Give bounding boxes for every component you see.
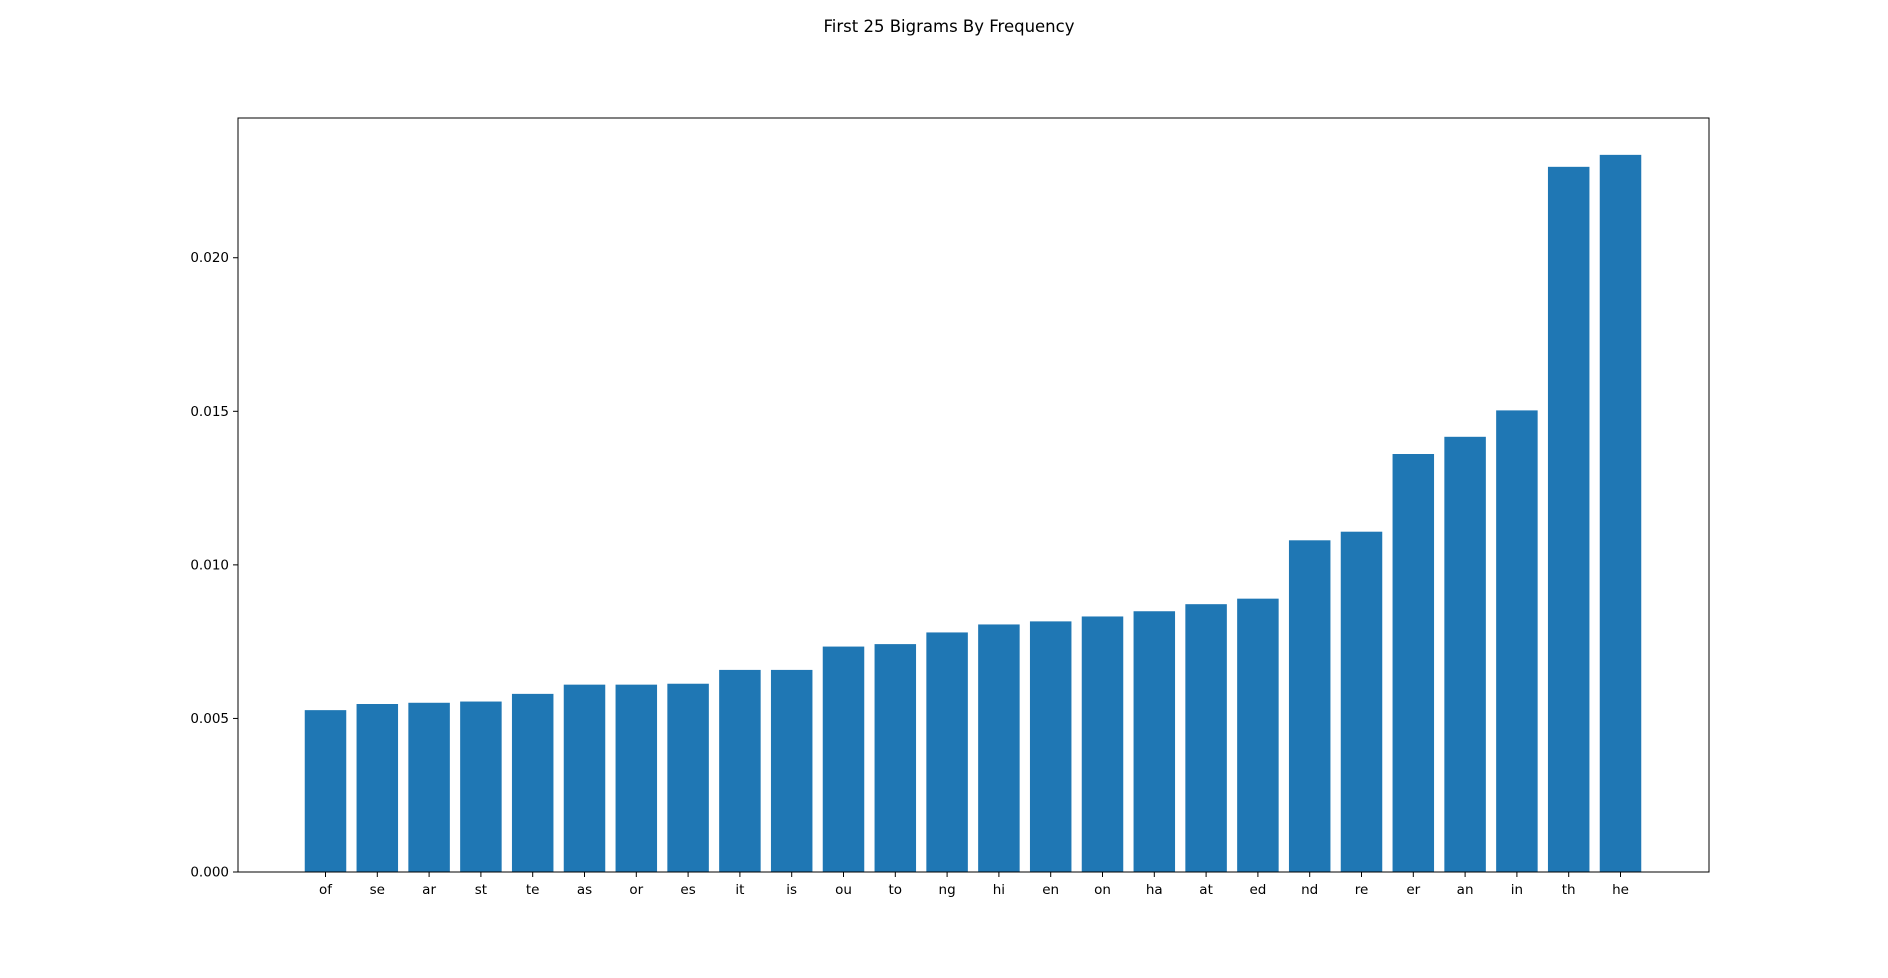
chart-title: First 25 Bigrams By Frequency <box>824 17 1075 36</box>
bar-ar <box>408 702 450 872</box>
x-tick-label-en: en <box>1042 882 1059 898</box>
bar-hi <box>978 624 1020 872</box>
bar-en <box>1029 621 1072 872</box>
x-tick-label-nd: nd <box>1301 882 1318 898</box>
x-tick-label-an: an <box>1457 882 1474 898</box>
x-tick-label-hi: hi <box>993 882 1005 898</box>
bar-ng <box>926 632 968 872</box>
y-tick-label: 0.000 <box>190 865 229 881</box>
bar-re <box>1340 531 1383 872</box>
x-tick-label-es: es <box>680 882 695 898</box>
y-tick-label: 0.015 <box>190 404 229 420</box>
bar-ed <box>1237 598 1279 872</box>
bar-he <box>1599 154 1642 873</box>
x-tick-label-he: he <box>1612 882 1629 898</box>
x-tick-label-ou: ou <box>835 882 852 898</box>
x-tick-label-th: th <box>1562 882 1576 898</box>
x-tick-label-te: te <box>526 882 540 898</box>
bar-th <box>1547 166 1590 872</box>
bars-layer <box>304 154 1642 873</box>
bar-ha <box>1133 611 1176 872</box>
bar-to <box>874 644 917 872</box>
y-tick-label: 0.010 <box>190 557 229 573</box>
plot-frame <box>237 117 1710 873</box>
x-tick-label-ng: ng <box>939 882 956 898</box>
bar-ou <box>822 646 865 872</box>
x-axis: of se ar st te as or es it is ou to ng hi en on ha at ed nd… <box>319 872 1629 898</box>
bar-nd <box>1288 540 1331 872</box>
bar-an <box>1444 436 1486 872</box>
bar-st <box>460 701 502 872</box>
bar-or <box>615 684 658 872</box>
x-tick-label-st: st <box>475 882 487 898</box>
x-tick-label-ha: ha <box>1146 882 1163 898</box>
bar-of <box>304 710 347 872</box>
bar-in <box>1496 410 1538 872</box>
x-tick-label-er: er <box>1406 882 1420 898</box>
x-tick-label-of: of <box>319 882 333 898</box>
x-tick-label-it: it <box>735 882 744 898</box>
bar-it <box>719 669 761 872</box>
y-axis: 0.000 0.005 0.010 0.015 0.020 <box>190 250 238 881</box>
bar-as <box>563 684 606 872</box>
bar-te <box>511 693 554 872</box>
x-tick-label-ar: ar <box>422 882 436 898</box>
bar-se <box>356 704 399 872</box>
x-tick-label-on: on <box>1094 882 1111 898</box>
x-tick-label-re: re <box>1355 882 1369 898</box>
y-tick-label: 0.020 <box>190 250 229 266</box>
bar-on <box>1081 616 1124 872</box>
x-tick-label-in: in <box>1511 882 1523 898</box>
x-tick-label-as: as <box>577 882 592 898</box>
bar-er <box>1392 454 1435 872</box>
x-tick-label-is: is <box>786 882 797 898</box>
bar-at <box>1185 604 1227 872</box>
x-tick-label-to: to <box>889 882 903 898</box>
y-tick-label: 0.005 <box>190 711 229 727</box>
x-tick-label-ed: ed <box>1249 882 1266 898</box>
bar-is <box>770 669 813 872</box>
bar-es <box>667 683 709 872</box>
x-tick-label-se: se <box>370 882 385 898</box>
x-tick-label-or: or <box>629 882 643 898</box>
x-tick-label-at: at <box>1199 882 1213 898</box>
